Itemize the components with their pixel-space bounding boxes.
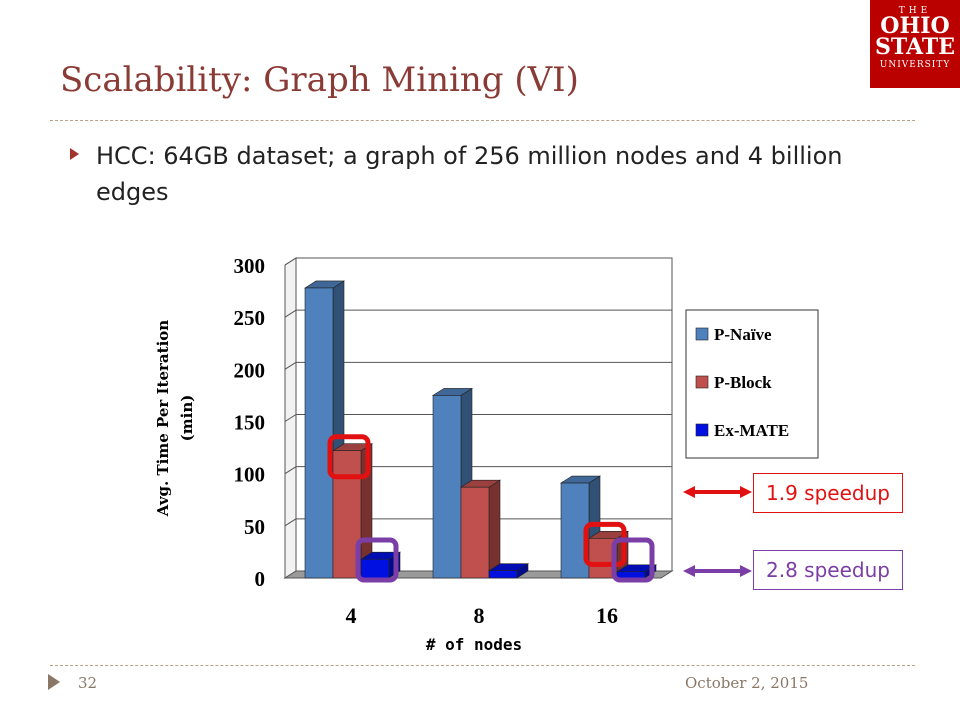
- gridline-side: [284, 257, 297, 266]
- y-tick-label: 300: [234, 254, 266, 278]
- bar: [616, 571, 646, 579]
- bar: [488, 570, 518, 579]
- highlight-box-purple: [611, 537, 655, 583]
- bar: [432, 395, 462, 579]
- speedup-callout-block: 1.9 speedup: [753, 473, 903, 513]
- speedup-callout-mate: 2.8 speedup: [753, 550, 903, 590]
- university-logo: THE OHIO STATE UNIVERSITY: [870, 0, 960, 88]
- gridline-side: [284, 361, 297, 370]
- y-tick-label: 200: [234, 358, 266, 382]
- logo-state: STATE: [874, 34, 956, 60]
- x-tick-label: 4: [346, 603, 357, 628]
- y-tick-label: 100: [234, 463, 266, 487]
- bullet-text: HCC: 64GB dataset; a graph of 256 millio…: [96, 142, 843, 206]
- legend-label: P-Naïve: [714, 325, 772, 344]
- legend-swatch: [695, 327, 709, 341]
- slide-date: October 2, 2015: [685, 674, 809, 692]
- gridline-side: [284, 414, 297, 422]
- speedup-arrow-red-head-right: [740, 486, 752, 498]
- legend-label: Ex-MATE: [714, 421, 789, 440]
- highlight-box-purple: [355, 537, 399, 583]
- y-axis-label: Avg. Time Per Iteration (min): [154, 320, 196, 517]
- x-axis-label: # of nodes: [426, 635, 522, 654]
- bar-side: [488, 479, 501, 579]
- footer-divider: [50, 665, 915, 666]
- legend-swatch: [695, 423, 709, 437]
- x-tick-label: 16: [596, 603, 618, 628]
- legend-swatch: [695, 375, 709, 389]
- bar: [304, 287, 334, 579]
- y-tick-label: 0: [255, 567, 266, 591]
- gridline-side: [284, 309, 297, 318]
- y-tick-label: 150: [234, 411, 266, 435]
- y-tick-label: 250: [234, 306, 266, 330]
- footer-triangle-icon: [48, 674, 60, 690]
- legend-label: P-Block: [714, 373, 772, 392]
- gridline-side: [284, 466, 297, 475]
- triangle-bullet-icon: [70, 148, 79, 160]
- logo-the: THE: [898, 6, 932, 16]
- speedup-arrow-purple-head-left: [683, 565, 695, 577]
- speedup-arrow-purple-head-right: [740, 565, 752, 577]
- logo-ohio: OHIO: [880, 13, 950, 39]
- highlight-box-red: [583, 521, 627, 567]
- slide-title: Scalability: Graph Mining (VI): [60, 60, 579, 100]
- speedup-arrow-red-head-left: [683, 486, 695, 498]
- y-tick-label: 50: [244, 515, 265, 539]
- x-tick-label: 8: [474, 603, 485, 628]
- bar: [360, 558, 390, 579]
- gridline-side: [284, 518, 297, 527]
- title-divider: [50, 120, 915, 121]
- logo-university: UNIVERSITY: [879, 60, 951, 70]
- page-number: 32: [78, 674, 98, 692]
- highlight-box-red: [327, 434, 371, 480]
- bar: [460, 486, 490, 579]
